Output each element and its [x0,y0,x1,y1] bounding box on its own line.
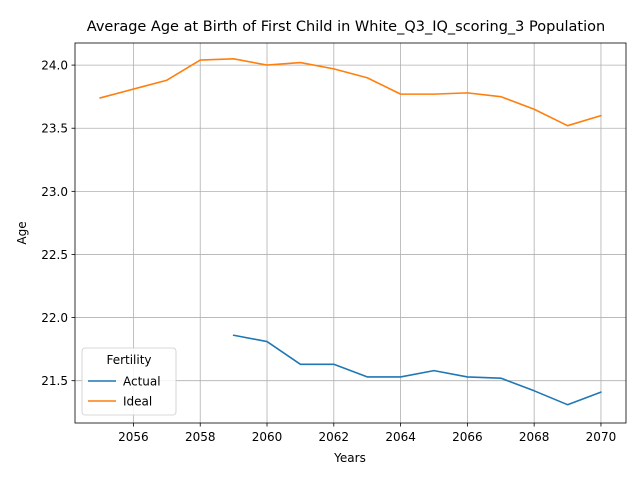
y-axis-label: Age [15,221,29,244]
x-axis-label: Years [333,451,366,465]
plot-frame [74,42,627,424]
legend-box [81,347,177,416]
x-tick-label: 2058 [185,430,216,444]
x-tick-label: 2070 [586,430,617,444]
x-tick-label: 2066 [452,430,483,444]
legend: Fertility Actual Ideal [81,347,177,416]
y-axis-ticks: 21.5 22.0 22.5 23.0 23.5 24.0 [41,59,75,388]
series-line-ideal [99,57,602,127]
legend-label-actual: Actual [123,375,161,389]
chart-title: Average Age at Birth of First Child in W… [87,19,605,35]
x-tick-label: 2068 [519,430,550,444]
grid [75,43,626,423]
x-axis-ticks: 2056 2058 2060 2062 2064 2066 2068 2070 [118,423,616,444]
y-tick-label: 22.5 [41,248,68,262]
y-tick-label: 23.5 [41,122,68,136]
y-tick-label: 22.0 [41,311,68,325]
y-tick-label: 23.0 [41,185,68,199]
y-tick-label: 24.0 [41,59,68,73]
x-tick-label: 2064 [385,430,416,444]
y-tick-label: 21.5 [41,374,68,388]
legend-title: Fertility [106,353,151,367]
x-tick-label: 2062 [319,430,350,444]
x-tick-label: 2060 [252,430,283,444]
legend-label-ideal: Ideal [123,395,152,409]
series-line-actual [232,334,602,406]
x-tick-label: 2056 [118,430,149,444]
series-lines [99,57,602,406]
